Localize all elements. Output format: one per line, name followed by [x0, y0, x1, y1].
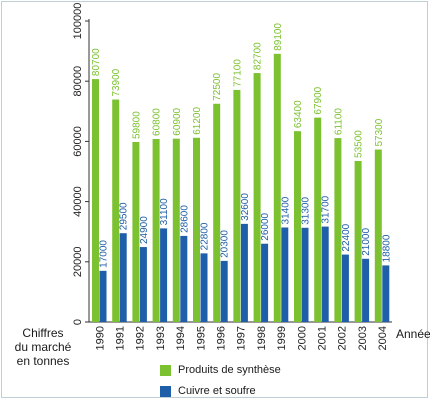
y-tick-label: 0	[72, 319, 84, 325]
bar-synthese-1999	[273, 53, 281, 323]
x-tick-label-2002: 2002	[337, 326, 349, 350]
bar-synthese-2001	[314, 117, 322, 322]
data-label-cuivre-2000: 31300	[301, 197, 312, 225]
legend-label-cuivre: Cuivre et soufre	[178, 385, 256, 397]
data-label-cuivre-2003: 21000	[361, 228, 372, 256]
y-tick-label: 60000	[72, 126, 84, 157]
bar-synthese-2004	[374, 149, 382, 322]
data-label-cuivre-1995: 22800	[200, 222, 211, 250]
data-label-synthese-1993: 60800	[152, 108, 163, 136]
data-label-synthese-1990: 80700	[91, 48, 102, 76]
y-tick-label: 80000	[72, 66, 84, 97]
bar-cuivre-1990	[99, 270, 107, 322]
x-tick-label-2001: 2001	[316, 326, 328, 350]
bar-cuivre-1994	[180, 235, 188, 322]
bar-synthese-1990	[92, 79, 99, 322]
data-label-cuivre-1997: 32600	[240, 193, 251, 221]
bar-synthese-1993	[152, 138, 160, 322]
data-label-synthese-1996: 72500	[212, 73, 223, 101]
data-label-synthese-1999: 89100	[273, 23, 284, 51]
x-tick-label-1995: 1995	[195, 326, 207, 350]
legend-swatch-synthese	[160, 364, 171, 376]
data-label-cuivre-2004: 18800	[381, 234, 392, 262]
data-label-synthese-1998: 82700	[253, 42, 264, 70]
data-label-cuivre-1996: 20300	[220, 230, 231, 258]
bar-cuivre-1992	[139, 247, 147, 322]
legend-item-cuivre: Cuivre et soufre	[160, 383, 281, 399]
bar-cuivre-1991	[119, 233, 127, 322]
bar-cuivre-2000	[301, 227, 309, 322]
data-label-cuivre-1992: 24900	[139, 216, 150, 244]
data-label-synthese-1995: 61200	[192, 107, 203, 135]
data-label-synthese-2002: 61100	[333, 108, 344, 136]
data-label-synthese-2001: 67900	[313, 86, 324, 114]
data-label-synthese-2003: 53500	[354, 130, 365, 158]
data-label-cuivre-2002: 22400	[341, 223, 352, 251]
bar-synthese-1995	[193, 137, 200, 322]
legend: Produits de synthèse Cuivre et soufre	[160, 362, 281, 404]
x-tick-label-2004: 2004	[377, 326, 389, 350]
x-tick-label-2000: 2000	[296, 326, 308, 350]
bar-cuivre-1997	[240, 223, 248, 322]
x-tick-label-2003: 2003	[357, 326, 369, 350]
data-label-synthese-1994: 60900	[172, 107, 183, 135]
data-label-cuivre-2001: 31700	[321, 195, 332, 223]
data-label-cuivre-1990: 17000	[99, 240, 110, 268]
bar-synthese-1996	[213, 103, 221, 323]
x-axis-label: Année	[396, 327, 430, 341]
bar-synthese-2002	[334, 138, 342, 322]
bar-cuivre-1999	[281, 227, 289, 322]
bar-cuivre-2003	[362, 258, 370, 322]
bar-cuivre-1996	[220, 260, 228, 322]
y-tick-label: 100000	[72, 3, 84, 40]
bar-synthese-1997	[233, 89, 241, 322]
legend-label-synthese: Produits de synthèse	[178, 364, 281, 376]
x-tick-label-1992: 1992	[135, 326, 147, 350]
bar-synthese-1998	[253, 73, 261, 322]
x-tick-label-1994: 1994	[175, 326, 187, 350]
data-label-synthese-1992: 59800	[131, 111, 142, 139]
y-tick-label: 20000	[72, 247, 84, 278]
x-tick-label-1998: 1998	[256, 326, 268, 350]
x-tick-label-1996: 1996	[215, 326, 227, 350]
data-label-cuivre-1993: 31100	[159, 198, 170, 226]
y-tick-label: 40000	[72, 186, 84, 217]
bar-cuivre-1998	[261, 243, 269, 322]
chart-frame	[1, 1, 428, 398]
y-axis-label-line-3: en tonnes	[16, 354, 70, 368]
data-label-synthese-2004: 57300	[374, 118, 385, 146]
x-tick-label-1999: 1999	[276, 326, 288, 350]
bar-synthese-2003	[354, 160, 362, 322]
data-label-cuivre-1994: 28600	[179, 205, 190, 233]
x-tick-label-1997: 1997	[236, 326, 248, 350]
bar-synthese-1994	[172, 138, 180, 322]
legend-item-synthese: Produits de synthèse	[160, 362, 281, 378]
data-label-cuivre-1991: 29500	[119, 202, 130, 230]
y-axis-label-line-1: Chiffres	[22, 326, 64, 340]
x-tick-label-1991: 1991	[114, 326, 126, 350]
y-axis-label-line-2: du marché	[14, 340, 72, 354]
x-tick-label-1993: 1993	[155, 326, 167, 350]
data-label-cuivre-1999: 31400	[280, 196, 291, 224]
data-label-synthese-2000: 63400	[293, 100, 304, 128]
bar-cuivre-2004	[382, 265, 390, 322]
bar-synthese-1991	[112, 99, 120, 322]
bar-synthese-2000	[294, 131, 301, 322]
bar-cuivre-2002	[341, 254, 349, 322]
data-label-synthese-1997: 77100	[232, 59, 243, 87]
bar-cuivre-2001	[321, 226, 329, 322]
data-label-synthese-1991: 73900	[111, 68, 122, 96]
legend-swatch-cuivre	[160, 385, 171, 397]
x-tick-label-1990: 1990	[94, 326, 106, 350]
bar-synthese-1992	[132, 142, 140, 322]
bar-cuivre-1993	[160, 228, 168, 322]
bar-cuivre-1995	[200, 253, 208, 322]
data-label-cuivre-1998: 26000	[260, 212, 271, 240]
y-axis-label: Chiffres du marché en tonnes	[4, 326, 82, 368]
